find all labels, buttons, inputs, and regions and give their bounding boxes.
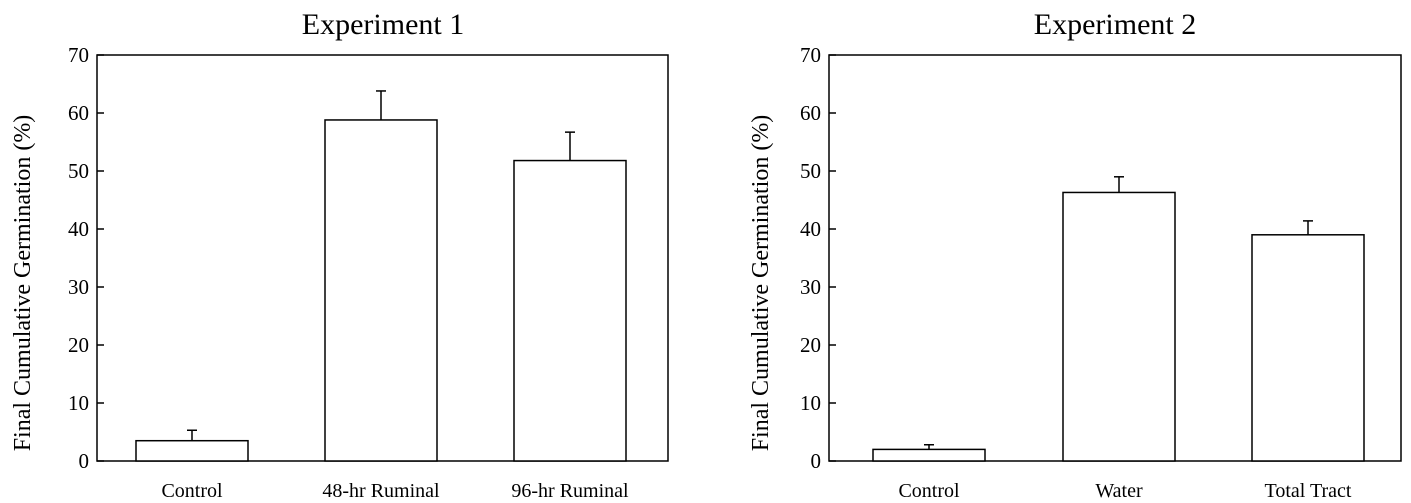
y-axis-label: Final Cumulative Germination (%) (10, 115, 36, 452)
x-tick-label: Control (161, 480, 223, 502)
y-tick-label: 0 (79, 449, 90, 473)
y-tick-label: 70 (800, 43, 821, 67)
y-tick-label: 30 (68, 275, 89, 299)
chart-experiment-1: Experiment 1 Final Cumulative Germinatio… (10, 8, 669, 502)
x-axis-labels: Control Water Total Tract (898, 480, 1351, 502)
bar-control (135, 439, 249, 462)
y-tick-label: 10 (800, 391, 821, 415)
bars (135, 90, 627, 462)
x-tick-label: Control (898, 480, 960, 502)
y-tick-label: 70 (68, 43, 89, 67)
bars (872, 176, 1365, 462)
chart-title: Experiment 1 (302, 8, 464, 41)
bar-48-hr-ruminal (324, 119, 438, 462)
chart-title: Experiment 2 (1034, 8, 1196, 41)
bar-control (872, 448, 986, 462)
y-axis-ticks: 0 10 20 30 40 50 60 70 (800, 43, 836, 473)
y-axis-label: Final Cumulative Germination (%) (748, 115, 774, 452)
y-tick-label: 10 (68, 391, 89, 415)
x-tick-label: Total Tract (1265, 480, 1352, 502)
y-tick-label: 40 (800, 217, 821, 241)
y-tick-label: 30 (800, 275, 821, 299)
x-axis-labels: Control 48-hr Ruminal 96-hr Ruminal (161, 480, 629, 502)
bar-water (1062, 191, 1176, 462)
x-tick-label: 48-hr Ruminal (322, 480, 440, 502)
x-tick-label: 96-hr Ruminal (511, 480, 629, 502)
y-tick-label: 20 (800, 333, 821, 357)
y-axis-ticks: 0 10 20 30 40 50 60 70 (68, 43, 104, 473)
y-tick-label: 50 (68, 159, 89, 183)
y-tick-label: 0 (811, 449, 822, 473)
bar-96-hr-ruminal (513, 159, 627, 462)
y-tick-label: 60 (68, 101, 89, 125)
y-tick-label: 40 (68, 217, 89, 241)
y-tick-label: 20 (68, 333, 89, 357)
y-tick-label: 50 (800, 159, 821, 183)
y-tick-label: 60 (800, 101, 821, 125)
chart-experiment-2: Experiment 2 Final Cumulative Germinatio… (748, 8, 1402, 502)
bar-total-tract (1251, 234, 1365, 462)
x-tick-label: Water (1095, 480, 1143, 502)
